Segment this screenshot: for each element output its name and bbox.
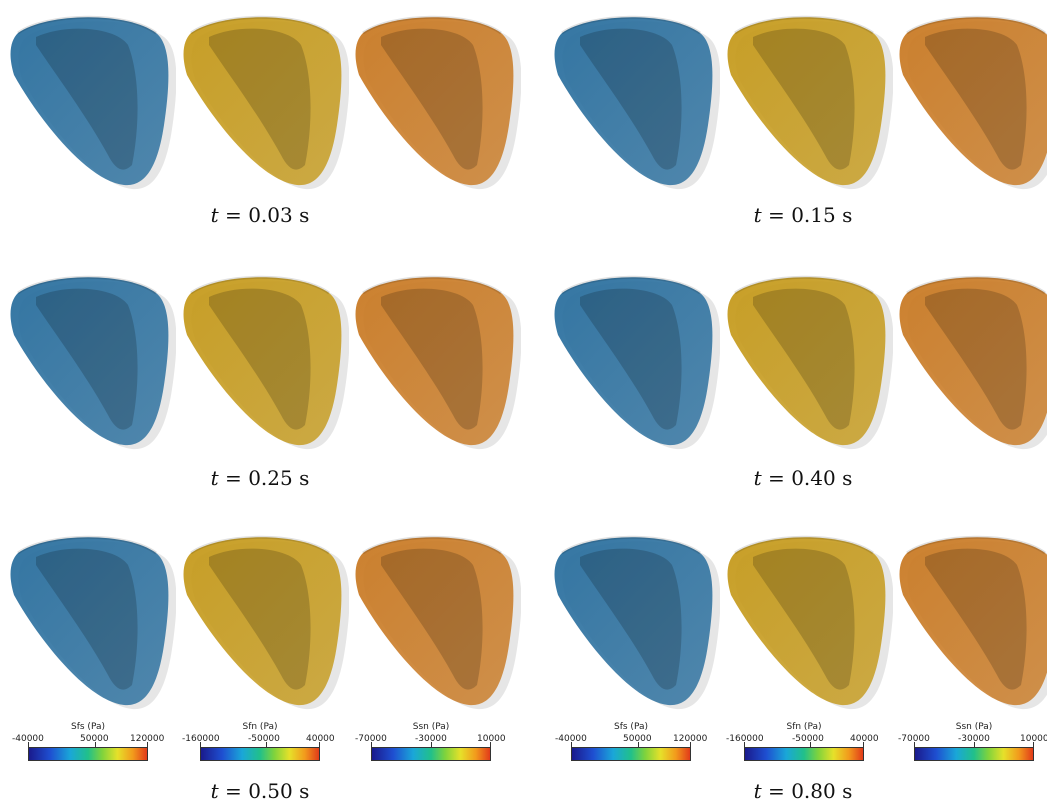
- colorbar-max-label: 10000: [1020, 734, 1047, 744]
- time-label-panel-3: t = 0.25 s: [210, 466, 310, 490]
- time-label-panel-6: t = 0.80 s: [753, 779, 853, 803]
- colorbar-mid-label: -30000: [415, 734, 447, 744]
- colorbar-min-label: -40000: [12, 734, 44, 744]
- colorbar-title: Sfs (Pa): [71, 722, 105, 732]
- heart-ssn-panel-5: [355, 535, 521, 710]
- heart-ssn-panel-1: [355, 15, 521, 190]
- colorbar-mid-label: 50000: [80, 734, 109, 744]
- colorbar-gradient: [200, 747, 320, 761]
- colorbar-ssn-left: Ssn (Pa) -70000 -30000 10000: [355, 722, 506, 782]
- heart-ssn-panel-4: [899, 275, 1047, 450]
- colorbar-title: Ssn (Pa): [955, 722, 993, 732]
- colorbar-min-label: -70000: [898, 734, 930, 744]
- heart-ssn-panel-6: [899, 535, 1047, 710]
- colorbar-sfs-right: Sfs (Pa) -40000 50000 120000: [555, 722, 707, 782]
- colorbar-mid-label: 50000: [623, 734, 652, 744]
- time-label-panel-5: t = 0.50 s: [210, 779, 310, 803]
- colorbar-min-label: -70000: [355, 734, 387, 744]
- heart-sfs-panel-1: [10, 15, 176, 190]
- heart-sfn-panel-6: [727, 535, 893, 710]
- time-label-panel-2: t = 0.15 s: [753, 203, 853, 227]
- heart-sfn-panel-5: [183, 535, 349, 710]
- colorbar-max-label: 120000: [673, 734, 708, 744]
- heart-sfs-panel-2: [554, 15, 720, 190]
- colorbar-min-label: -160000: [182, 734, 220, 744]
- colorbar-min-label: -40000: [555, 734, 587, 744]
- heart-sfs-panel-3: [10, 275, 176, 450]
- colorbar-gradient: [914, 747, 1034, 761]
- heart-sfn-panel-3: [183, 275, 349, 450]
- heart-sfs-panel-6: [554, 535, 720, 710]
- colorbar-max-label: 40000: [306, 734, 335, 744]
- colorbar-sfs-left: Sfs (Pa) -40000 50000 120000: [12, 722, 164, 782]
- colorbar-mid-label: -30000: [958, 734, 990, 744]
- heart-ssn-panel-3: [355, 275, 521, 450]
- heart-ssn-panel-2: [899, 15, 1047, 190]
- time-label-panel-4: t = 0.40 s: [753, 466, 853, 490]
- heart-sfn-panel-4: [727, 275, 893, 450]
- colorbar-sfn-left: Sfn (Pa) -160000 -50000 40000: [182, 722, 335, 782]
- colorbar-gradient: [744, 747, 864, 761]
- heart-sfn-panel-1: [183, 15, 349, 190]
- heart-sfs-panel-5: [10, 535, 176, 710]
- colorbar-max-label: 120000: [130, 734, 165, 744]
- heart-sfs-panel-4: [554, 275, 720, 450]
- colorbar-title: Sfs (Pa): [614, 722, 648, 732]
- colorbar-title: Sfn (Pa): [786, 722, 822, 732]
- colorbar-title: Sfn (Pa): [242, 722, 278, 732]
- heart-sfn-panel-2: [727, 15, 893, 190]
- colorbar-gradient: [28, 747, 148, 761]
- colorbar-max-label: 10000: [477, 734, 506, 744]
- time-label-panel-1: t = 0.03 s: [210, 203, 310, 227]
- colorbar-max-label: 40000: [850, 734, 879, 744]
- colorbar-ssn-right: Ssn (Pa) -70000 -30000 10000: [898, 722, 1047, 782]
- colorbar-gradient: [371, 747, 491, 761]
- colorbar-sfn-right: Sfn (Pa) -160000 -50000 40000: [726, 722, 879, 782]
- colorbar-min-label: -160000: [726, 734, 764, 744]
- colorbar-mid-label: -50000: [248, 734, 280, 744]
- colorbar-title: Ssn (Pa): [412, 722, 450, 732]
- colorbar-mid-label: -50000: [792, 734, 824, 744]
- colorbar-gradient: [571, 747, 691, 761]
